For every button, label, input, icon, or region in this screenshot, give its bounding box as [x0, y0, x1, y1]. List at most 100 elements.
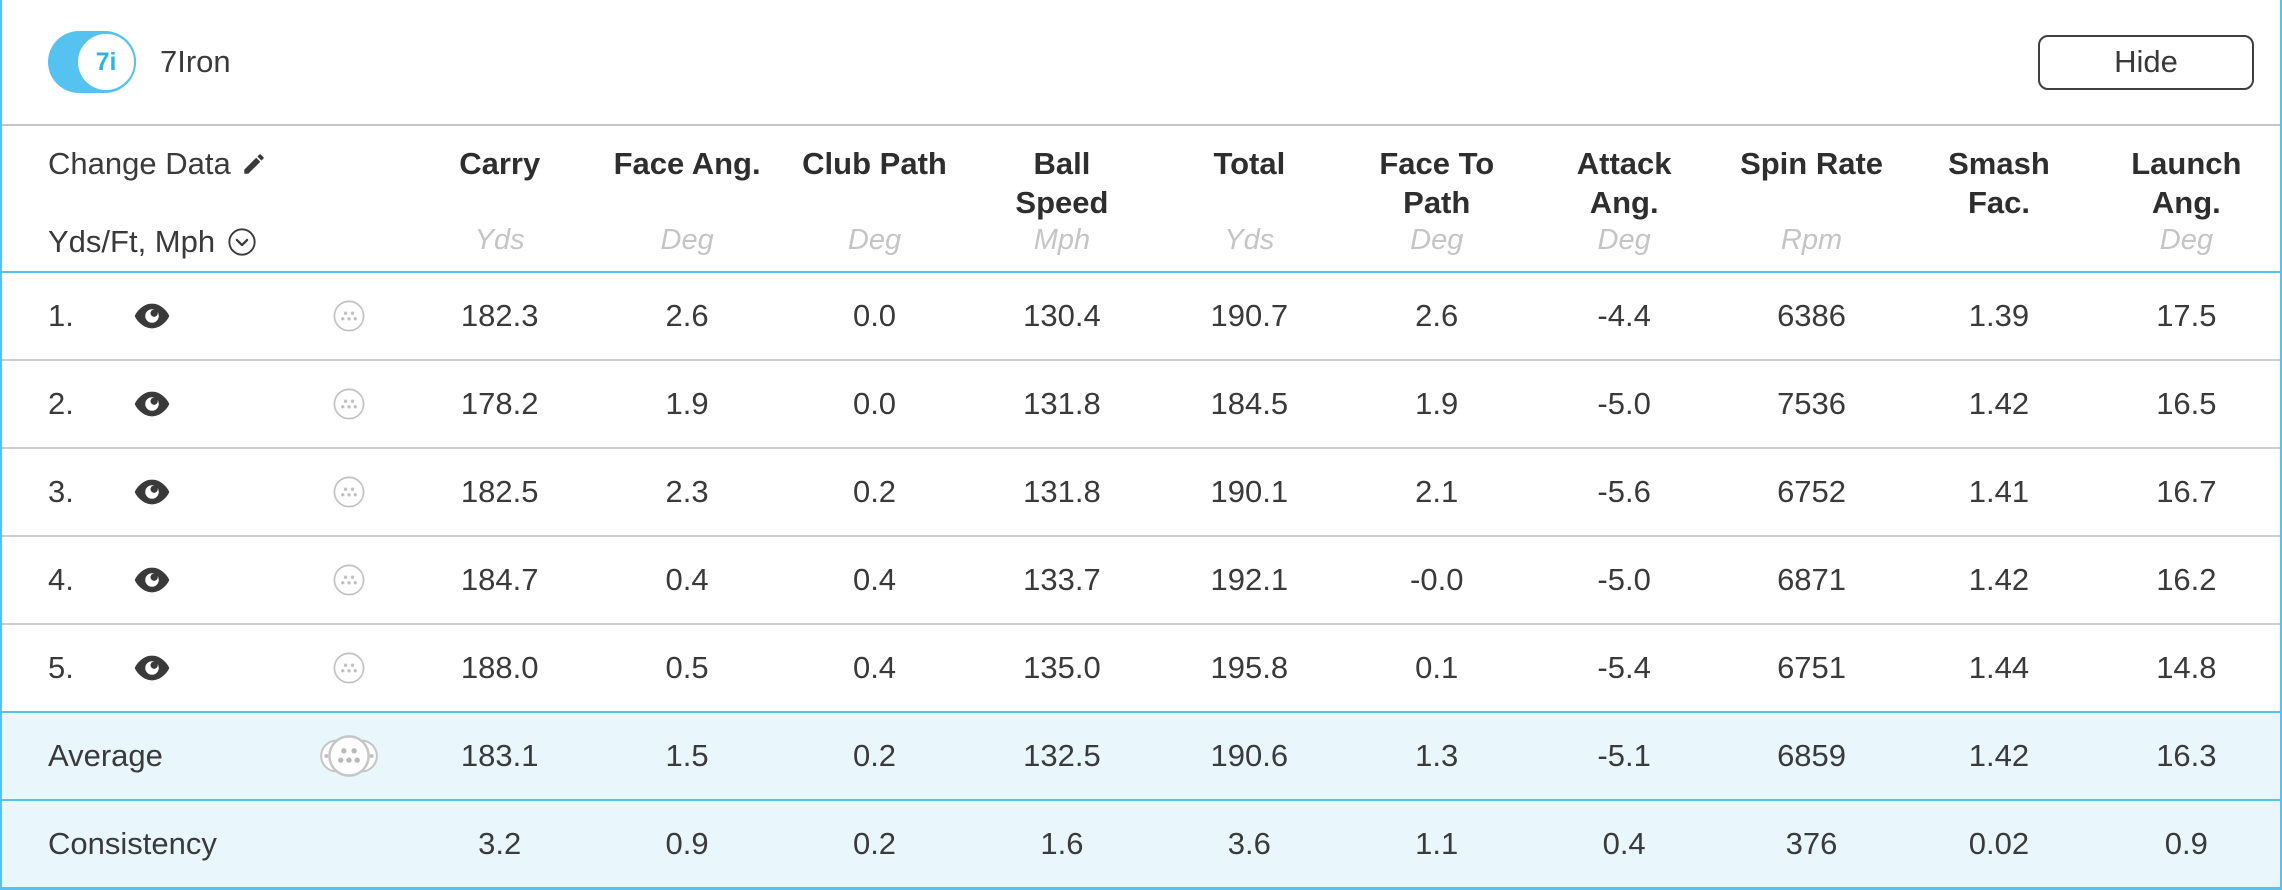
chevron-down-icon: [228, 228, 256, 256]
stat-value: 1.3: [1415, 738, 1459, 773]
stat-value: 190.1: [1210, 474, 1289, 509]
golf-ball-icon: [333, 476, 365, 508]
stat-value: 184.7: [460, 562, 539, 597]
stat-value: 2.6: [1415, 298, 1459, 333]
stat-value: 2.6: [665, 298, 709, 333]
column-label: Spin Rate: [1740, 146, 1884, 181]
stat-value: 188.0: [460, 650, 539, 685]
stat-value: 1.44: [1968, 650, 2030, 685]
column-unit: Deg: [1410, 224, 1464, 256]
column-unit: Deg: [847, 224, 902, 256]
stat-value: -5.1: [1597, 738, 1651, 773]
table-header-first-column: Change Data Yds/Ft, Mph: [2, 126, 406, 271]
column-unit: Mph: [1033, 224, 1091, 256]
stat-value: 132.5: [1023, 738, 1101, 773]
ball-flight-button[interactable]: [333, 476, 365, 508]
stat-value: 1.42: [1968, 738, 2030, 773]
stat-value: 2.3: [665, 474, 709, 509]
shot-number: 3.: [48, 474, 74, 509]
stat-value: 6386: [1777, 298, 1847, 333]
column-header: Club Path Deg: [781, 126, 968, 271]
change-data-button[interactable]: Change Data: [48, 144, 267, 184]
stat-value: 131.8: [1023, 386, 1101, 421]
stat-value: 0.4: [852, 650, 897, 685]
shot-row-header: 1.: [2, 273, 406, 359]
stat-value: 182.5: [460, 474, 539, 509]
stat-value: 0.5: [665, 650, 709, 685]
club-name-label: 7Iron: [160, 44, 231, 79]
stat-value: 178.2: [460, 386, 539, 421]
shot-visibility-button[interactable]: [133, 478, 171, 506]
stat-value: 192.1: [1210, 562, 1289, 597]
eye-icon: [134, 479, 170, 505]
shot-row-header: 5.: [2, 625, 406, 711]
shot-visibility-button[interactable]: [133, 566, 171, 594]
ball-flight-button[interactable]: [333, 300, 365, 332]
grouped-golf-balls-icon: [320, 735, 378, 777]
golf-ball-icon: [333, 652, 365, 684]
stat-value: 3.6: [1227, 826, 1271, 861]
stat-value: 0.1: [1415, 650, 1459, 685]
average-balls-button[interactable]: [316, 733, 382, 779]
shot-number: 1.: [48, 298, 74, 333]
shot-number: 5.: [48, 650, 74, 685]
units-selector[interactable]: Yds/Ft, Mph: [48, 224, 257, 260]
stat-value: 0.4: [852, 562, 897, 597]
stat-value: 133.7: [1023, 562, 1101, 597]
stat-value: 6751: [1777, 650, 1847, 685]
consistency-row: Consistency 3.2 0.9 0.2 1.6 3.6 1.1 0.4 376 0.02 0…: [2, 799, 2280, 887]
stat-value: 184.5: [1210, 386, 1289, 421]
units-selector-label: Yds/Ft, Mph: [48, 224, 216, 259]
average-row-header: Average: [2, 713, 406, 799]
stat-value: 0.2: [852, 474, 897, 509]
column-unit: Yds: [1224, 224, 1275, 256]
eye-icon: [134, 655, 170, 681]
toggle-knob-label: 7i: [95, 47, 117, 76]
column-unit: Rpm: [1780, 224, 1843, 256]
shot-visibility-button[interactable]: [133, 654, 171, 682]
column-header: Ball Speed Mph: [968, 126, 1155, 271]
stat-value: 0.9: [665, 826, 709, 861]
eye-icon: [134, 567, 170, 593]
stat-value: 16.2: [2156, 562, 2217, 597]
pencil-icon: [243, 154, 264, 174]
stat-value: -4.4: [1597, 298, 1651, 333]
stat-value: 1.42: [1968, 562, 2030, 597]
stat-value: 0.9: [2164, 826, 2208, 861]
hide-button[interactable]: Hide: [2038, 34, 2254, 90]
club-toggle[interactable]: 7i: [48, 31, 136, 93]
stat-value: 1.39: [1968, 298, 2030, 333]
stat-value: -5.0: [1597, 386, 1651, 421]
stat-value: 131.8: [1023, 474, 1101, 509]
stat-value: 183.1: [460, 738, 539, 773]
ball-flight-button[interactable]: [333, 388, 365, 420]
stat-value: 376: [1785, 826, 1838, 861]
column-label: Club Path: [802, 146, 947, 181]
shot-row: 1. 182.3 2.6 0.0 130.4 190.7 2.6 -4.4 6386 1.39 1…: [2, 273, 2280, 359]
column-header: Launch Ang. Deg: [2093, 126, 2280, 271]
stat-value: 190.6: [1210, 738, 1289, 773]
column-header: Smash Fac.: [1905, 126, 2092, 271]
column-label: Carry: [459, 146, 541, 181]
stat-value: 0.2: [852, 738, 897, 773]
column-label: Total: [1213, 146, 1286, 181]
ball-flight-button[interactable]: [333, 564, 365, 596]
stat-value: 135.0: [1023, 650, 1101, 685]
shot-row-header: 3.: [2, 449, 406, 535]
eye-icon: [134, 303, 170, 329]
golf-ball-icon: [333, 564, 365, 596]
stat-value: 17.5: [2156, 298, 2217, 333]
stat-value: 0.4: [665, 562, 709, 597]
topbar: 7i 7Iron Hide: [2, 0, 2280, 126]
stat-value: 0.0: [852, 386, 897, 421]
shot-row: 4. 184.7 0.4 0.4 133.7 192.1 -0.0 -5.0 6871 1.42…: [2, 535, 2280, 623]
shot-visibility-button[interactable]: [133, 302, 171, 330]
eye-icon: [134, 391, 170, 417]
column-label: Launch Ang.: [2131, 146, 2242, 220]
shot-visibility-button[interactable]: [133, 390, 171, 418]
ball-flight-button[interactable]: [333, 652, 365, 684]
stat-value: 2.1: [1415, 474, 1459, 509]
stat-value: 195.8: [1210, 650, 1289, 685]
stat-value: 1.41: [1968, 474, 2030, 509]
